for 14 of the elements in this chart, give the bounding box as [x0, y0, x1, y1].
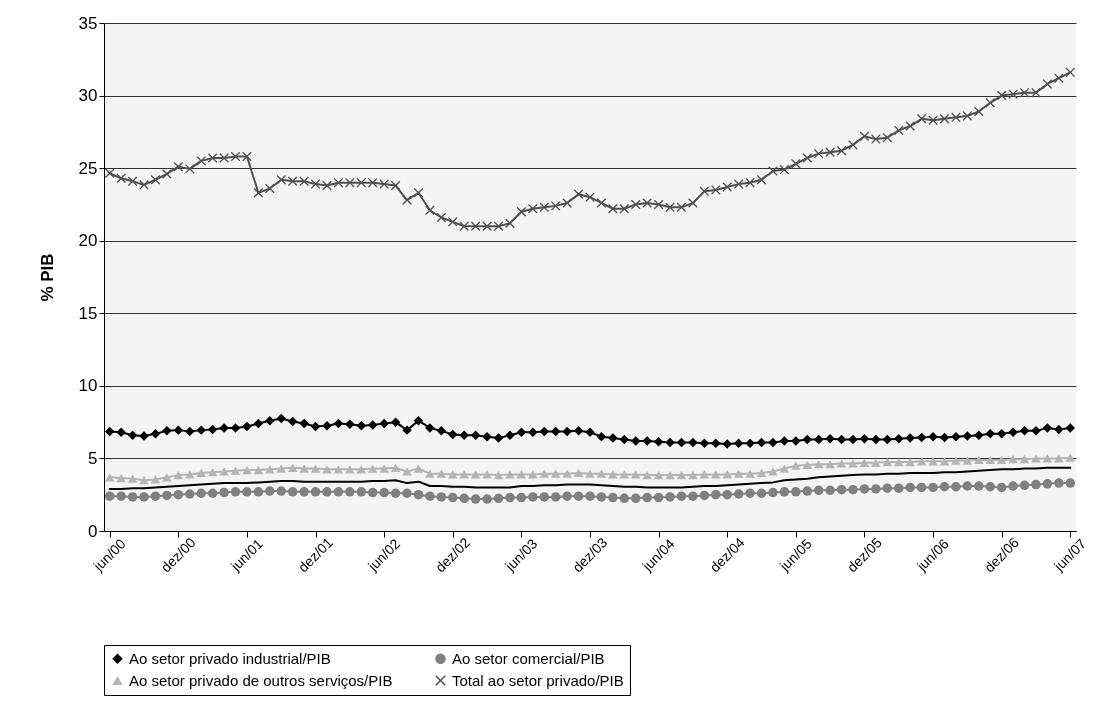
y-tick-label: 0: [88, 521, 98, 541]
legend-label: Ao setor comercial/PIB: [452, 649, 605, 667]
y-tick-label: 10: [78, 376, 98, 396]
y-tick-label: 20: [78, 231, 98, 251]
y-tick-label: 30: [78, 86, 98, 106]
legend-label: Ao setor privado industrial/PIB: [129, 649, 331, 667]
y-tick-label: 15: [78, 303, 98, 323]
line-series: [108, 466, 1072, 490]
y-tick-label: 5: [88, 448, 98, 468]
legend-label: Ao setor privado de outros serviços/PIB: [129, 671, 393, 689]
y-tick-label: 35: [78, 13, 98, 33]
y-tick-label: 25: [78, 158, 98, 178]
legend-label: Total ao setor privado/PIB: [452, 671, 624, 689]
y-axis-title: % PIB: [37, 253, 57, 302]
